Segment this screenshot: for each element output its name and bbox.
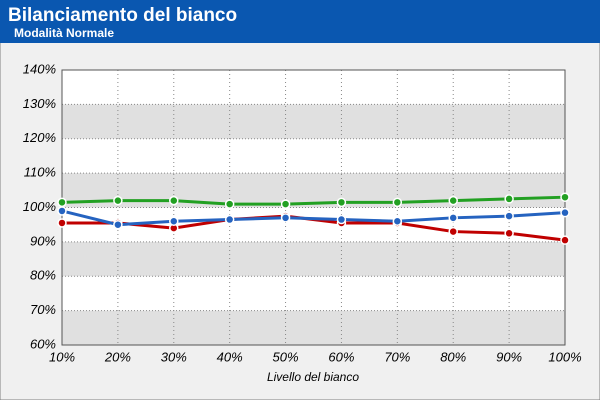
- x-tick-label: 70%: [384, 349, 410, 364]
- chart-subtitle: Modalità Normale: [14, 26, 114, 40]
- data-point: [448, 213, 458, 223]
- data-point: [57, 197, 67, 208]
- x-tick-label: 50%: [273, 349, 299, 364]
- data-point: [280, 199, 291, 209]
- y-tick-label: 90%: [30, 233, 56, 248]
- series-line: [61, 195, 566, 206]
- y-tick-label: 80%: [30, 268, 56, 283]
- x-tick-label: 30%: [161, 349, 187, 364]
- data-point: [169, 195, 179, 206]
- data-point: [448, 226, 458, 237]
- x-tick-label: 100%: [548, 349, 581, 364]
- y-tick-label: 120%: [23, 130, 56, 145]
- y-tick-label: 140%: [23, 61, 56, 76]
- data-point: [392, 197, 403, 208]
- data-point: [113, 195, 123, 206]
- y-tick-label: 100%: [23, 199, 56, 214]
- x-axis-label: Livello del bianco: [267, 370, 359, 384]
- data-point: [169, 216, 179, 226]
- data-point: [448, 195, 458, 206]
- band: [62, 241, 565, 277]
- data-point: [57, 218, 67, 228]
- x-tick-label: 10%: [49, 349, 75, 364]
- data-point: [224, 199, 235, 209]
- data-point: [224, 214, 235, 225]
- y-tick-label: 70%: [30, 302, 56, 317]
- x-tick-label: 80%: [440, 349, 466, 364]
- data-point: [560, 192, 570, 202]
- header: [0, 0, 600, 43]
- data-point: [504, 211, 514, 221]
- y-tick-label: 130%: [23, 96, 56, 111]
- x-tick-label: 60%: [328, 349, 354, 364]
- data-point: [336, 197, 347, 208]
- data-point: [504, 194, 514, 204]
- data-point: [504, 228, 514, 239]
- chart-title: Bilanciamento del bianco: [8, 5, 237, 26]
- x-tick-label: 40%: [217, 349, 243, 364]
- data-point: [336, 214, 347, 225]
- band: [62, 104, 565, 139]
- data-point: [57, 206, 67, 216]
- y-tick-label: 60%: [30, 336, 56, 351]
- band: [62, 310, 565, 345]
- data-point: [280, 213, 291, 223]
- series-line: [61, 209, 566, 227]
- x-tick-label: 90%: [496, 349, 522, 364]
- y-tick-label: 110%: [24, 165, 56, 180]
- data-point: [560, 207, 570, 218]
- x-tick-label: 20%: [104, 349, 131, 364]
- data-point: [113, 219, 123, 230]
- data-point: [560, 235, 570, 245]
- data-point: [392, 216, 403, 226]
